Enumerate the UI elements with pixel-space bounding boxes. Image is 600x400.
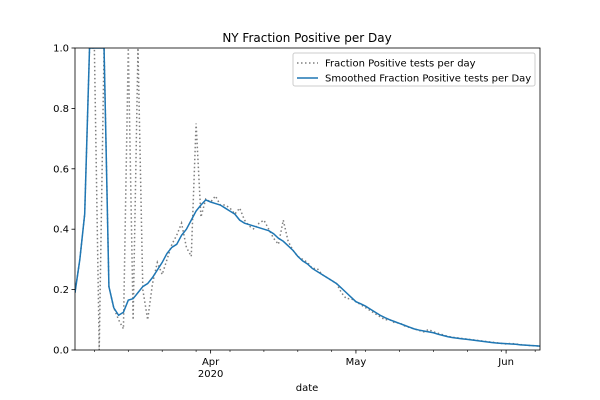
y-tick-label: 1.0 (53, 44, 69, 55)
x-tick-label: Apr (202, 357, 220, 368)
y-tick-label: 0.0 (53, 346, 69, 357)
series-line-smoothed (75, 48, 540, 347)
plot-series-layer (75, 48, 540, 350)
legend-box (292, 52, 536, 87)
legend-label: Fraction Positive tests per day (325, 59, 476, 70)
x-tick-label: May (346, 357, 367, 368)
y-tick-label: 0.2 (53, 285, 69, 296)
x-tick-sublabel: 2020 (198, 369, 223, 380)
plot-frame (74, 47, 541, 351)
legend: Fraction Positive tests per day Smoothed … (292, 52, 536, 87)
legend-label: Smoothed Fraction Positive tests per Day (325, 74, 531, 85)
y-tick-label: 0.6 (53, 164, 69, 175)
y-tick-label: 0.8 (53, 104, 69, 115)
x-axis-label: date (296, 383, 319, 394)
y-axis: 0.0 0.2 0.4 0.6 0.8 1.0 (53, 44, 75, 357)
y-tick-label: 0.4 (53, 225, 69, 236)
chart-title: NY Fraction Positive per Day (222, 31, 391, 45)
x-tick-label: Jun (497, 357, 514, 368)
